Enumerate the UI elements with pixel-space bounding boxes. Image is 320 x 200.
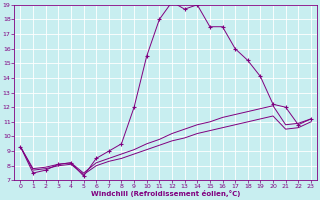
- X-axis label: Windchill (Refroidissement éolien,°C): Windchill (Refroidissement éolien,°C): [91, 190, 240, 197]
